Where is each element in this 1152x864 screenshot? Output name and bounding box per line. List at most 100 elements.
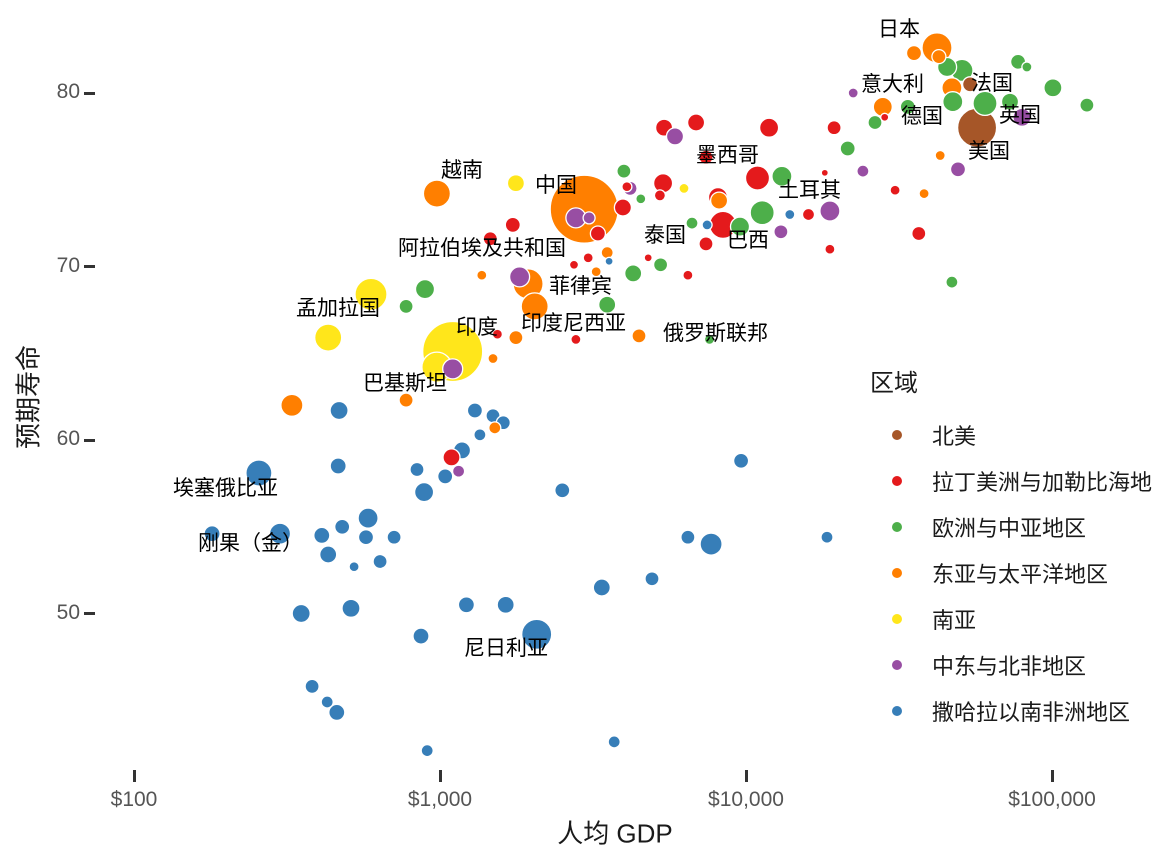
data-point-ssa[interactable] (521, 618, 553, 650)
data-point-eap[interactable] (931, 48, 947, 65)
data-point-eca[interactable] (749, 200, 775, 226)
data-point-eap[interactable] (508, 329, 524, 346)
data-point-ssa[interactable] (420, 743, 434, 758)
legend-item-lac[interactable]: 拉丁美洲与加勒比海地区 (870, 458, 1152, 504)
legend-item-sa[interactable]: 南亚 (870, 596, 1152, 642)
data-point-eap[interactable] (905, 44, 923, 62)
data-point-ssa[interactable] (554, 482, 571, 499)
data-point-ssa[interactable] (732, 452, 750, 469)
data-point-ssa[interactable] (466, 402, 484, 419)
data-point-ssa[interactable] (372, 553, 388, 570)
data-point-eca[interactable] (652, 257, 669, 273)
data-point-ssa[interactable] (313, 526, 331, 545)
data-point-lac[interactable] (482, 231, 498, 247)
data-point-ssa[interactable] (592, 578, 611, 597)
data-point-ssa[interactable] (328, 703, 346, 722)
data-point-lac[interactable] (820, 168, 829, 177)
data-point-lac[interactable] (653, 189, 667, 202)
data-point-lac[interactable] (758, 117, 780, 138)
data-point-ssa[interactable] (203, 525, 221, 543)
data-point-eca[interactable] (729, 216, 751, 237)
data-point-eca[interactable] (899, 98, 916, 116)
data-point-eca[interactable] (942, 91, 964, 113)
data-point-ssa[interactable] (701, 219, 713, 231)
data-point-mena[interactable] (582, 211, 596, 225)
data-point-lac[interactable] (824, 243, 836, 255)
data-point-eap[interactable] (488, 421, 502, 435)
data-point-lac[interactable] (504, 216, 521, 234)
data-point-ssa[interactable] (348, 561, 360, 573)
data-point-eap[interactable] (934, 149, 946, 162)
data-point-lac[interactable] (589, 225, 607, 242)
legend-item-ssa[interactable]: 撒哈拉以南非洲地区 (870, 688, 1152, 734)
data-point-lac[interactable] (582, 252, 594, 264)
data-point-eap[interactable] (487, 352, 499, 365)
data-point-ssa[interactable] (329, 400, 349, 421)
data-point-sa[interactable] (678, 182, 690, 195)
data-point-eap[interactable] (600, 245, 614, 260)
data-point-eap[interactable] (918, 187, 930, 200)
data-point-ssa[interactable] (784, 208, 796, 221)
legend-item-na[interactable]: 北美 (870, 412, 1152, 458)
data-point-lac[interactable] (442, 448, 461, 467)
data-point-eca[interactable] (624, 264, 643, 283)
data-point-ssa[interactable] (357, 529, 375, 546)
data-point-lac[interactable] (698, 149, 714, 165)
data-point-eap[interactable] (398, 392, 414, 408)
data-point-lac[interactable] (682, 269, 694, 281)
data-point-eca[interactable] (839, 140, 856, 157)
data-point-mena[interactable] (665, 127, 685, 146)
data-point-ssa[interactable] (680, 529, 696, 545)
data-point-ssa[interactable] (409, 461, 425, 478)
data-point-ssa[interactable] (357, 507, 379, 529)
data-point-ssa[interactable] (644, 571, 660, 587)
data-point-eca[interactable] (1021, 61, 1033, 73)
data-point-lac[interactable] (568, 259, 580, 270)
data-point-ssa[interactable] (320, 695, 334, 709)
data-point-eca[interactable] (703, 333, 716, 346)
data-point-eap[interactable] (422, 179, 452, 208)
data-point-lac[interactable] (491, 328, 504, 340)
legend-item-mena[interactable]: 中东与北非地区 (870, 642, 1152, 688)
data-point-lac[interactable] (880, 112, 890, 122)
data-point-lac[interactable] (686, 113, 706, 132)
data-point-eap[interactable] (520, 292, 549, 321)
data-point-ssa[interactable] (413, 481, 435, 503)
data-point-eca[interactable] (598, 295, 617, 314)
data-point-mena[interactable] (773, 224, 789, 240)
legend-item-eca[interactable]: 欧洲与中亚地区 (870, 504, 1152, 550)
data-point-ssa[interactable] (412, 627, 430, 645)
data-point-lac[interactable] (643, 253, 653, 263)
data-point-eca[interactable] (972, 90, 998, 117)
data-point-lac[interactable] (889, 184, 901, 196)
data-point-sa[interactable] (314, 323, 343, 352)
data-point-lac[interactable] (911, 225, 927, 242)
data-point-ssa[interactable] (245, 459, 273, 487)
data-point-lac[interactable] (613, 198, 633, 217)
data-point-mena[interactable] (451, 464, 466, 478)
data-point-lac[interactable] (826, 120, 842, 136)
data-point-lac[interactable] (801, 207, 816, 222)
data-point-lac[interactable] (621, 181, 633, 193)
data-point-eap[interactable] (631, 328, 647, 344)
data-point-sa[interactable] (506, 174, 526, 193)
data-point-ssa[interactable] (386, 529, 402, 545)
data-point-mena[interactable] (949, 161, 967, 178)
data-point-ssa[interactable] (604, 256, 614, 266)
data-point-eca[interactable] (867, 114, 883, 131)
data-point-mena[interactable] (847, 87, 859, 99)
data-point-ssa[interactable] (607, 735, 621, 749)
data-point-ssa[interactable] (820, 530, 834, 544)
data-point-mena[interactable] (508, 266, 531, 288)
data-point-eca[interactable] (771, 165, 793, 187)
data-point-ssa[interactable] (457, 596, 476, 614)
data-point-ssa[interactable] (473, 428, 487, 442)
data-point-lac[interactable] (744, 165, 771, 191)
data-point-mena[interactable] (1012, 107, 1032, 127)
data-point-eca[interactable] (1000, 92, 1020, 111)
data-point-mena[interactable] (442, 358, 464, 380)
data-point-lac[interactable] (652, 173, 674, 194)
data-point-ssa[interactable] (268, 522, 292, 545)
data-point-ssa[interactable] (334, 518, 351, 535)
data-point-na[interactable] (961, 76, 979, 93)
